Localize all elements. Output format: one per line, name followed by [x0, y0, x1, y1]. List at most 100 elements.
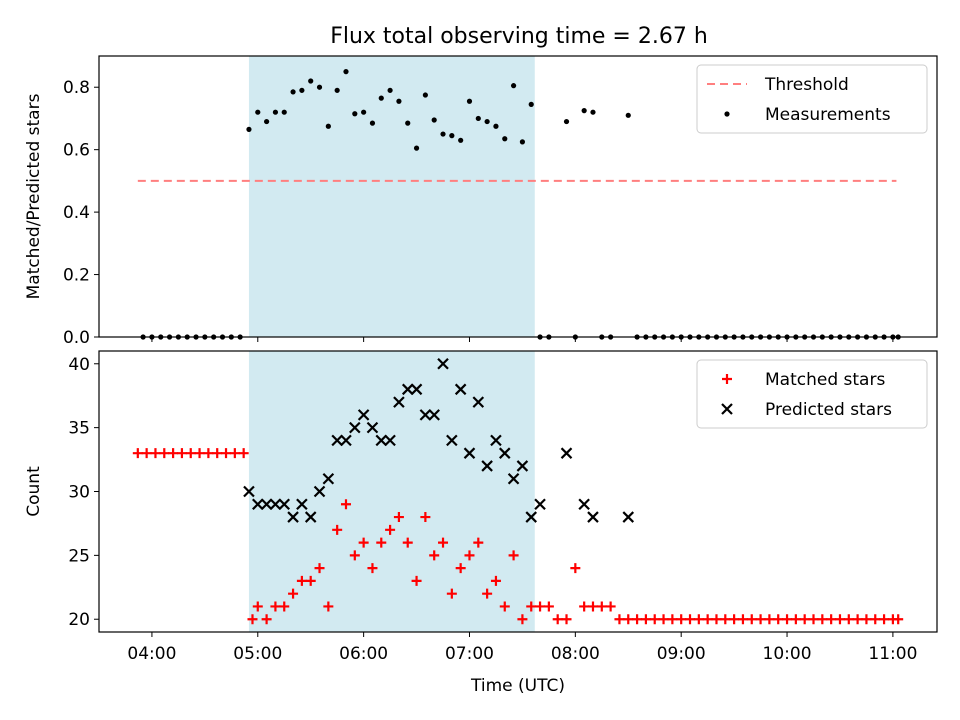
- matched-point: [808, 614, 819, 625]
- legend-label: Matched stars: [765, 370, 885, 390]
- predicted-point: [446, 434, 458, 447]
- series-measurements: [140, 69, 901, 340]
- measurement-point: [519, 139, 526, 145]
- y-tick-label: 35: [68, 419, 90, 439]
- y-tick-label: 30: [68, 483, 90, 503]
- matched-point: [332, 524, 343, 535]
- measurement-point: [528, 101, 534, 107]
- legend-box: [696, 64, 928, 134]
- matched-point: [132, 448, 143, 459]
- legend-label: Threshold: [764, 75, 849, 95]
- matched-point: [773, 614, 784, 625]
- matched-point: [203, 448, 214, 459]
- matched-point: [385, 524, 396, 535]
- measurement-point: [378, 95, 384, 101]
- matched-point: [455, 563, 466, 574]
- matched-point: [623, 614, 634, 625]
- matched-point: [473, 537, 484, 548]
- matched-point: [782, 614, 793, 625]
- predicted-point: [401, 383, 414, 396]
- predicted-point: [490, 434, 502, 447]
- matched-point: [676, 614, 687, 625]
- predicted-point: [384, 434, 396, 447]
- matched-point: [279, 601, 290, 612]
- matched-point: [737, 614, 748, 625]
- x-tick-label: 09:00: [657, 644, 706, 664]
- matched-point: [323, 601, 334, 612]
- matched-point: [411, 575, 422, 586]
- predicted-point: [393, 396, 405, 408]
- predicted-point: [340, 434, 352, 447]
- predicted-point: [454, 383, 467, 396]
- y-tick-label: 0.8: [63, 78, 90, 98]
- chart-title: Flux total observing time = 2.67 h: [330, 24, 708, 49]
- matched-point: [755, 614, 766, 625]
- matched-point: [720, 614, 731, 625]
- measurement-point: [369, 120, 376, 126]
- measurement-point: [422, 92, 428, 98]
- matched-point: [393, 512, 404, 523]
- matched-point: [711, 614, 722, 625]
- matched-point: [490, 575, 501, 586]
- measurement-point: [449, 133, 455, 139]
- measurement-point: [308, 78, 314, 84]
- matched-point: [429, 550, 440, 561]
- predicted-point: [260, 498, 273, 511]
- matched-point: [817, 614, 828, 625]
- matched-point: [685, 614, 696, 625]
- matched-point: [596, 601, 607, 612]
- matched-point: [314, 563, 325, 574]
- matched-point: [176, 448, 187, 459]
- measurement-point: [440, 131, 446, 137]
- y-tick-label: 0.0: [63, 328, 90, 348]
- matched-point: [640, 614, 651, 625]
- predicted-point: [410, 383, 423, 396]
- matched-point: [879, 614, 890, 625]
- matched-point: [526, 601, 537, 612]
- matched-point: [746, 614, 757, 625]
- measurement-point: [299, 87, 305, 93]
- legend: Threshold Measurements: [696, 64, 928, 134]
- matched-point: [212, 448, 223, 459]
- matched-point: [194, 448, 205, 459]
- x-tick-label: 10:00: [763, 644, 812, 664]
- axes-frame: [98, 55, 938, 338]
- measurement-point: [405, 120, 411, 126]
- measurement-point: [246, 126, 252, 132]
- matched-point: [570, 563, 581, 574]
- matched-point: [296, 575, 307, 586]
- matched-point: [693, 614, 704, 625]
- measurement-point: [413, 145, 420, 151]
- matched-point: [508, 550, 519, 561]
- matched-point: [247, 614, 258, 625]
- measurement-point: [466, 98, 473, 104]
- matched-point: [561, 614, 572, 625]
- predicted-point: [331, 434, 343, 447]
- matched-point: [499, 601, 510, 612]
- x-axis-label: Time (UTC): [470, 676, 565, 696]
- matched-point: [288, 588, 299, 599]
- predicted-point: [366, 421, 379, 434]
- x-tick-label: 06:00: [339, 644, 388, 664]
- x-tick-label: 07:00: [445, 644, 494, 664]
- y-tick-label: 25: [68, 546, 90, 566]
- matched-point: [367, 563, 378, 574]
- predicted-point: [498, 447, 511, 459]
- predicted-point: [587, 511, 599, 523]
- matched-point: [614, 614, 625, 625]
- predicted-point: [534, 498, 546, 511]
- predicted-point: [349, 421, 361, 434]
- predicted-point: [507, 472, 520, 485]
- series-matched-stars: [132, 448, 904, 625]
- x-tick-label: 08:00: [551, 644, 600, 664]
- measurement-point: [581, 108, 587, 114]
- measurement-point: [510, 83, 517, 89]
- predicted-point: [560, 447, 573, 459]
- matched-point: [667, 614, 678, 625]
- predicted-point: [472, 396, 485, 408]
- legend-swatch-x: [721, 403, 733, 415]
- y-tick-label: 40: [68, 355, 90, 375]
- matched-point: [552, 614, 563, 625]
- matched-point: [376, 537, 387, 548]
